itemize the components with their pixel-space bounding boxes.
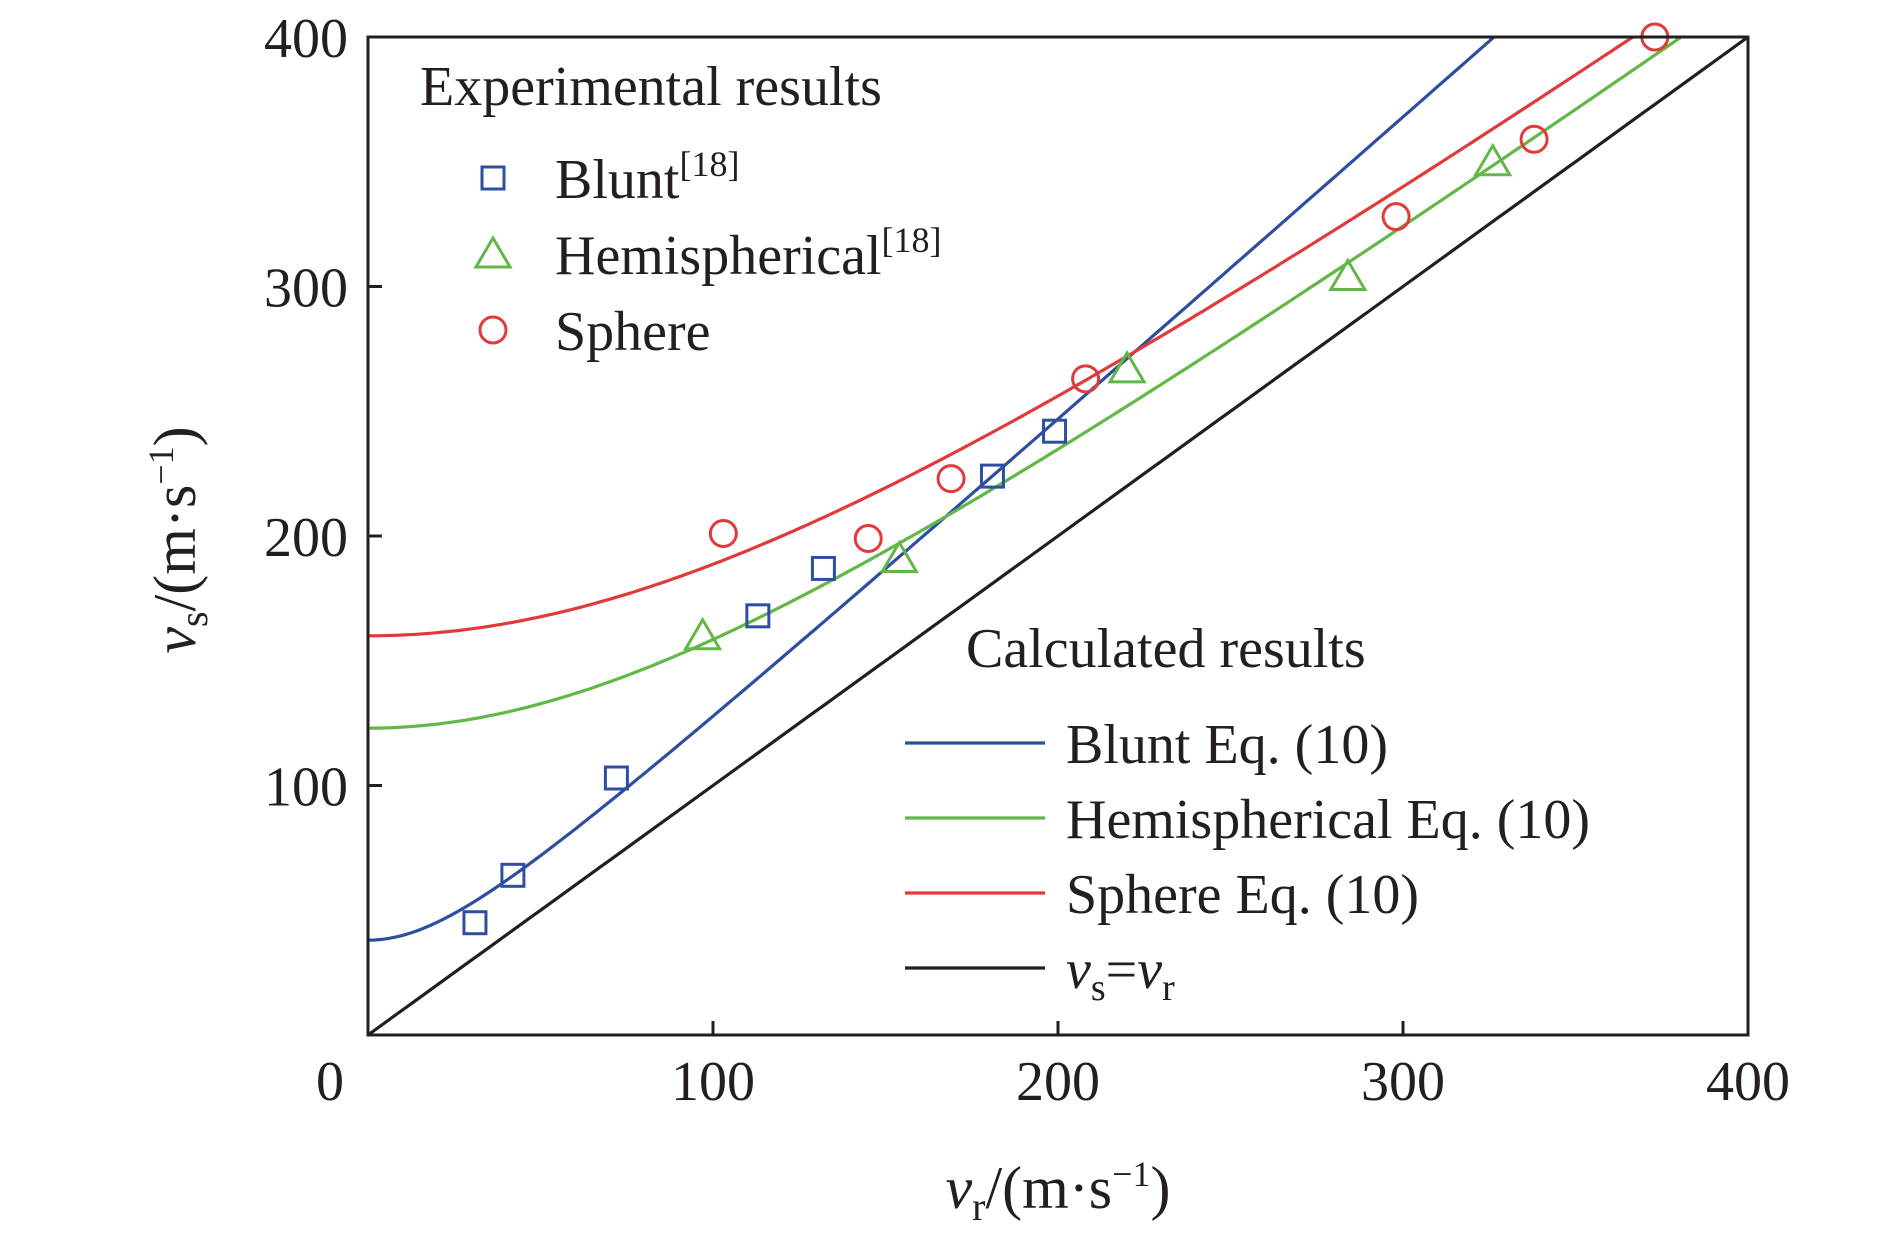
legend-label-calc-1: Hemispherical Eq. (10): [1066, 789, 1590, 851]
data-point-blunt: [462, 910, 488, 936]
legend-eq: =: [1106, 939, 1138, 1001]
x-tick-label: 100: [671, 1051, 755, 1113]
legend-sub: r: [1162, 967, 1175, 1009]
calculated-curve-3: [368, 37, 1748, 1035]
axis-ticks: 0 100 200 300 400 100 200 300 400: [264, 8, 1790, 1113]
data-point-blunt: [810, 555, 836, 581]
x-axis-label: vr/(m·s−1): [946, 1154, 1171, 1229]
y-axis-label-unit: /(m·s: [142, 485, 208, 612]
x-axis-label-sub: r: [972, 1184, 985, 1229]
calculated-curve-1: [368, 37, 1684, 730]
experimental-points: [462, 22, 1670, 936]
data-point-sphere: [1381, 202, 1411, 232]
legend-marker-blunt: [480, 165, 506, 191]
y-axis-label-var: v: [142, 627, 208, 654]
calculated-curve-2: [368, 37, 1636, 638]
legend-label-hemispherical: Hemispherical[18]: [555, 220, 942, 287]
data-point-hemispherical: [683, 616, 723, 651]
legend-marker-sphere: [478, 315, 508, 345]
data-point-sphere: [853, 523, 883, 553]
data-point-sphere: [1071, 364, 1101, 394]
x-tick-label: 200: [1016, 1051, 1100, 1113]
experimental-legend: Blunt[18]Hemispherical[18]Sphere: [473, 144, 942, 363]
legend-sub: s: [1091, 967, 1106, 1009]
y-tick-label: 300: [264, 258, 348, 320]
x-tick-label: 400: [1706, 1051, 1790, 1113]
x-tick-label: 300: [1361, 1051, 1445, 1113]
x-axis-label-var: v: [946, 1155, 973, 1221]
data-point-hemispherical: [1328, 257, 1368, 292]
data-point-blunt: [500, 862, 526, 888]
legend-var: v: [1137, 939, 1162, 1001]
data-point-hemispherical: [879, 539, 919, 573]
x-axis-label-close: ): [1150, 1155, 1170, 1221]
data-point-sphere: [708, 519, 738, 549]
y-tick-label: 400: [264, 8, 348, 70]
y-tick-label: 200: [264, 507, 348, 569]
data-point-blunt: [1042, 418, 1068, 444]
data-point-sphere: [936, 464, 966, 494]
y-axis-label-close: ): [142, 426, 208, 446]
data-point-sphere: [1519, 124, 1549, 154]
y-tick-label: 100: [264, 757, 348, 819]
legend-ref: [18]: [882, 220, 942, 260]
data-point-blunt: [745, 603, 771, 629]
experimental-legend-title: Experimental results: [420, 56, 882, 118]
data-point-hemispherical: [1107, 349, 1147, 384]
legend-ref: [18]: [679, 144, 739, 184]
legend-label-calc-3: vs=vr: [1066, 939, 1175, 1009]
legend-var: v: [1066, 939, 1091, 1001]
data-point-hemispherical: [1473, 142, 1513, 177]
legend-name: Hemispherical: [555, 225, 882, 287]
y-axis-label-sub: s: [171, 611, 216, 627]
legend-label-calc-2: Sphere Eq. (10): [1066, 864, 1419, 926]
data-point-blunt: [603, 765, 629, 791]
legend-label-calc-0: Blunt Eq. (10): [1066, 714, 1388, 776]
y-axis-label: vs/(m·s−1): [141, 426, 216, 653]
legend-label-blunt: Blunt[18]: [555, 144, 739, 211]
calculated-legend-title: Calculated results: [966, 618, 1366, 680]
legend-name: Sphere: [555, 301, 711, 363]
legend-label-sphere: Sphere: [555, 301, 711, 363]
y-axis-label-sup: −1: [141, 446, 181, 484]
x-axis-label-sup: −1: [1112, 1154, 1150, 1194]
calculated-legend: Blunt Eq. (10) Hemispherical Eq. (10) Sphe…: [905, 714, 1590, 1009]
x-tick-label: 0: [316, 1051, 344, 1113]
legend-marker-hemispherical: [473, 235, 513, 269]
legend-name: Blunt: [555, 149, 680, 211]
x-axis-label-unit: /(m·s: [986, 1155, 1113, 1221]
data-point-blunt: [979, 463, 1005, 489]
